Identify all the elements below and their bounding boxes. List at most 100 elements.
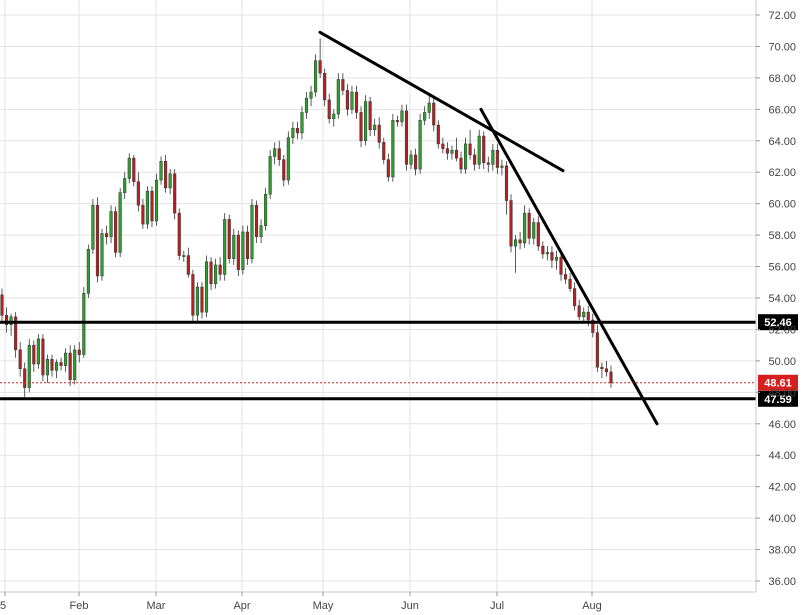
candle-body (518, 239, 522, 244)
candle (600, 362, 604, 379)
candle (159, 156, 163, 185)
candle-body (400, 110, 404, 123)
candle-body (136, 181, 140, 206)
candle-body (514, 239, 518, 247)
candle (554, 250, 559, 270)
y-tick-label: 60.00 (768, 199, 796, 211)
candle-body (432, 102, 436, 126)
candle (154, 173, 159, 226)
candle (186, 247, 190, 278)
candle-body (91, 204, 95, 250)
candle (200, 282, 204, 319)
candle-body (227, 219, 231, 259)
candle-body (486, 162, 490, 165)
candle (332, 109, 336, 127)
candle-body (59, 362, 63, 366)
candle (54, 359, 59, 379)
candle-body (554, 256, 559, 261)
candle (536, 216, 540, 251)
time-axis[interactable]: 5 Feb Mar Apr May Jun Jul Aug (0, 592, 602, 612)
candle-body (236, 234, 240, 270)
y-tick-label: 40.00 (768, 513, 796, 525)
candle-body (482, 135, 486, 164)
candle-body (427, 102, 431, 113)
candle (204, 255, 209, 317)
candle (282, 154, 286, 187)
candle-body (104, 233, 109, 237)
candle-body (523, 212, 527, 244)
candle (50, 354, 54, 377)
candle (250, 198, 254, 264)
candle-body (159, 160, 163, 181)
candle (400, 104, 404, 127)
candle (509, 194, 513, 253)
candle-body (241, 231, 245, 270)
candle (527, 208, 531, 245)
trendline (479, 107, 659, 426)
candle-body (373, 124, 377, 131)
candle (223, 213, 227, 281)
candle (168, 169, 172, 195)
candle (318, 38, 322, 78)
candle (386, 153, 390, 182)
candle (445, 142, 449, 160)
candle (9, 313, 13, 336)
candle-body (254, 204, 259, 237)
candle-body (504, 165, 509, 201)
candle (391, 114, 395, 182)
y-tick-label: 54.00 (768, 293, 796, 305)
candle (350, 85, 354, 115)
candle (314, 54, 318, 97)
candle-body (304, 98, 309, 113)
x-tick-label: Mar (147, 600, 166, 612)
candle (327, 93, 331, 124)
candle (432, 96, 436, 132)
y-tick-label: 68.00 (768, 73, 796, 85)
candle-body (177, 212, 181, 256)
candle-body (595, 332, 599, 368)
candle (323, 68, 327, 107)
candle (109, 205, 113, 243)
candle (114, 206, 118, 258)
candle (173, 169, 177, 220)
candle (259, 219, 263, 243)
candle-body (18, 349, 22, 369)
candle-body (291, 127, 295, 138)
candle-body (450, 149, 454, 154)
candle (45, 354, 49, 383)
candle (404, 104, 409, 171)
candle (86, 244, 90, 298)
candle-body (14, 316, 18, 351)
candle (68, 345, 72, 387)
x-tick-label: Aug (582, 600, 602, 612)
candle-body (550, 252, 554, 261)
candle (145, 186, 149, 229)
candle (500, 159, 504, 176)
y-tick-label: 52.00 (768, 324, 796, 336)
candle (236, 230, 240, 276)
x-tick-label: Apr (233, 600, 250, 612)
candle (459, 151, 463, 174)
candle-body (527, 212, 531, 239)
candle (164, 154, 168, 193)
candle (454, 137, 459, 162)
candle-body (268, 156, 272, 195)
candle-body (109, 211, 113, 237)
candle-body (141, 204, 145, 225)
candle (14, 312, 18, 358)
candle-body (73, 349, 77, 381)
candle (473, 148, 477, 171)
vertical-gridlines (4, 0, 593, 592)
candle (264, 187, 268, 231)
candle-body (41, 338, 45, 376)
candle (604, 360, 609, 377)
candle (232, 228, 236, 265)
y-tick-label: 42.00 (768, 482, 796, 494)
candle-body (345, 90, 349, 110)
candle-body (591, 319, 595, 333)
candle-body (250, 204, 254, 259)
candle-body (318, 60, 322, 74)
price-axis[interactable]: 72.00 70.00 68.00 66.00 64.00 62.00 60.00 58.00… (756, 10, 796, 588)
candle-body (495, 149, 499, 168)
